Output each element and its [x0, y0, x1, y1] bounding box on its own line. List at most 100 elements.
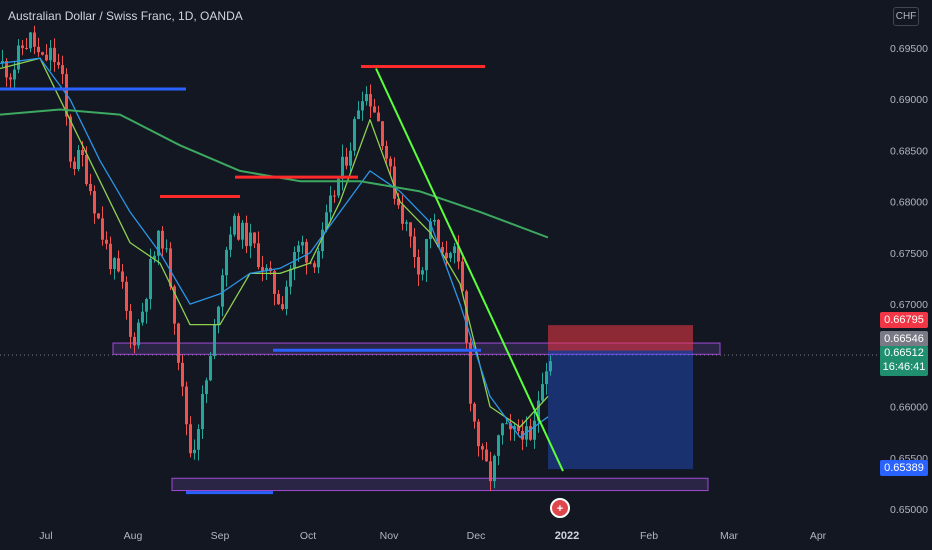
time-tick-label: Sep — [211, 530, 230, 542]
candle-up — [165, 248, 168, 250]
candle-down — [273, 271, 276, 294]
candle-down — [133, 336, 136, 346]
candle-up — [425, 239, 428, 271]
candle-up — [221, 275, 224, 307]
candle-up — [289, 268, 292, 287]
moving-average-sma-short — [0, 57, 549, 428]
candle-up — [141, 311, 144, 323]
price-tick-label: 0.67500 — [890, 248, 928, 260]
candle-up — [1, 61, 4, 64]
candle-down — [189, 424, 192, 454]
candle-up — [233, 215, 236, 235]
time-tick-label: Aug — [124, 530, 143, 542]
candle-down — [457, 246, 460, 262]
candle-down — [61, 65, 64, 75]
candle-down — [417, 257, 420, 275]
supply-demand-zone — [171, 477, 709, 492]
candle-down — [465, 291, 468, 343]
candle-up — [429, 221, 432, 240]
candle-down — [57, 62, 60, 66]
candle-up — [209, 355, 212, 381]
candle-down — [69, 116, 72, 162]
price-tick-label: 0.67000 — [890, 299, 928, 311]
event-marker[interactable]: + — [550, 498, 570, 518]
candle-down — [109, 243, 112, 270]
candle-down — [477, 421, 480, 447]
bar-countdown: 16:46:41 — [882, 361, 926, 373]
time-tick-label: 2022 — [555, 530, 579, 542]
candle-down — [529, 426, 532, 440]
candle-down — [97, 213, 100, 219]
candle-up — [157, 230, 160, 256]
candle-up — [285, 286, 288, 309]
candle-up — [145, 299, 148, 312]
candle-down — [509, 423, 512, 430]
candle-down — [169, 248, 172, 287]
candle-down — [261, 267, 264, 271]
time-axis[interactable]: Jul Aug Sep Oct Nov Dec 2022 Feb Mar Apr — [39, 530, 826, 542]
trendline-layer[interactable] — [375, 68, 564, 472]
long-position-tool[interactable] — [548, 325, 693, 470]
moving-average-sma-mid — [0, 57, 549, 438]
entry-price-tag: 0.66546 — [880, 331, 928, 347]
candle-up — [433, 219, 436, 222]
candle-down — [277, 293, 280, 305]
levels-layer[interactable] — [0, 64, 485, 495]
candle-up — [213, 325, 216, 356]
candle-up — [505, 423, 508, 425]
candle-up — [513, 426, 516, 430]
candle-down — [397, 198, 400, 206]
candle-up — [365, 94, 368, 102]
candle-down — [25, 48, 28, 50]
time-tick-label: Feb — [640, 530, 658, 542]
candle-up — [301, 241, 304, 246]
candle-up — [225, 249, 228, 276]
candle-down — [121, 271, 124, 282]
candle-up — [297, 245, 300, 252]
candle-down — [333, 195, 336, 197]
candle-up — [341, 156, 344, 179]
candle-up — [421, 270, 424, 275]
candle-down — [105, 239, 108, 244]
candle-down — [73, 161, 76, 170]
candle-down — [181, 362, 184, 387]
candles-layer — [1, 25, 552, 492]
candle-down — [33, 32, 36, 47]
candle-down — [257, 243, 260, 268]
candle-down — [85, 155, 88, 184]
candle-down — [161, 230, 164, 249]
candle-up — [205, 380, 208, 395]
candle-up — [497, 435, 500, 456]
candle-up — [217, 306, 220, 326]
candle-down — [93, 191, 96, 214]
candle-down — [517, 426, 520, 431]
candle-down — [489, 461, 492, 482]
event-icon[interactable] — [550, 498, 570, 518]
candle-down — [281, 304, 284, 309]
candle-down — [437, 219, 440, 248]
candle-up — [241, 222, 244, 240]
candle-down — [313, 263, 316, 268]
candle-up — [337, 178, 340, 196]
candle-up — [501, 423, 504, 436]
candle-up — [361, 101, 364, 111]
candle-down — [185, 386, 188, 425]
price-tick-label: 0.69000 — [890, 94, 928, 106]
price-tick-label: 0.68500 — [890, 145, 928, 157]
candle-up — [153, 255, 156, 259]
candle-down — [481, 446, 484, 450]
candle-up — [541, 384, 544, 401]
currency-badge[interactable]: CHF — [893, 7, 919, 26]
candle-up — [349, 150, 352, 166]
candle-down — [369, 94, 372, 107]
candle-down — [245, 222, 248, 247]
candle-down — [117, 258, 120, 272]
candle-down — [9, 77, 12, 80]
candle-down — [177, 323, 180, 363]
candle-down — [81, 149, 84, 156]
candle-down — [385, 145, 388, 159]
last-price-value: 0.66512 — [884, 347, 924, 359]
candle-down — [45, 54, 48, 61]
candle-down — [41, 52, 44, 55]
